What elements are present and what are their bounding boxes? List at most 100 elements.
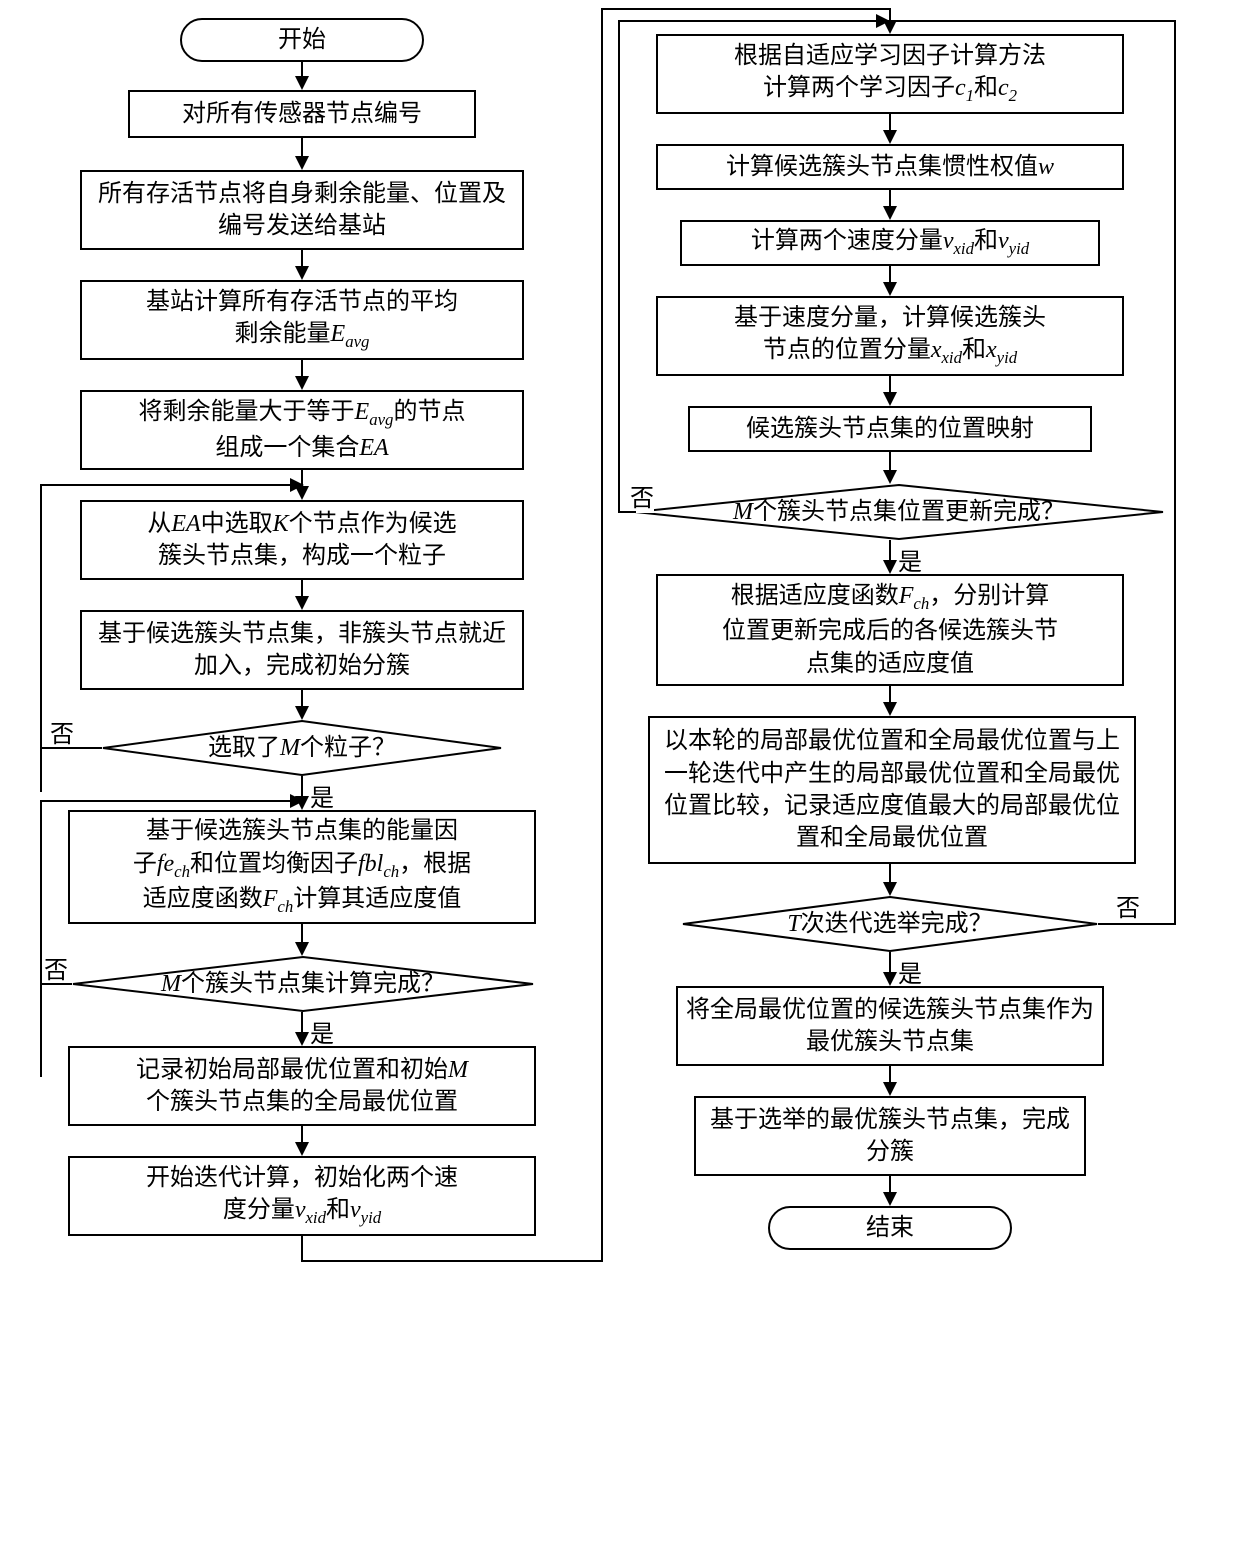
label: 基于选举的最优簇头节点集，完成分簇 bbox=[704, 1104, 1076, 1169]
label-start: 开始 bbox=[278, 24, 326, 56]
conn bbox=[40, 983, 72, 985]
conn bbox=[295, 76, 309, 90]
label: 候选簇头节点集的位置映射 bbox=[746, 413, 1034, 445]
label: 计算候选簇头节点集惯性权值w bbox=[726, 151, 1054, 183]
label: M个簇头节点集计算完成？ bbox=[131, 970, 475, 999]
process-r4: 基于速度分量，计算候选簇头节点的位置分量xxid和xyid bbox=[656, 296, 1124, 376]
decision-d3: M个簇头节点集位置更新完成？ bbox=[634, 484, 1164, 540]
conn bbox=[618, 511, 636, 513]
conn bbox=[40, 800, 42, 1077]
label: 对所有传感器节点编号 bbox=[182, 98, 422, 130]
label: 基于速度分量，计算候选簇头节点的位置分量xxid和xyid bbox=[734, 302, 1046, 370]
label: 以本轮的局部最优位置和全局最优位置与上一轮迭代中产生的局部最优位置和全局最优位置… bbox=[658, 725, 1126, 855]
label-no: 否 bbox=[1116, 888, 1140, 923]
conn bbox=[295, 1142, 309, 1156]
conn bbox=[295, 1032, 309, 1046]
conn bbox=[883, 1082, 897, 1096]
process-r7: 以本轮的局部最优位置和全局最优位置与上一轮迭代中产生的局部最优位置和全局最优位置… bbox=[648, 716, 1136, 864]
conn bbox=[889, 864, 891, 884]
label: 根据适应度函数Fch，分别计算位置更新完成后的各候选簇头节点集的适应度值 bbox=[722, 580, 1058, 680]
conn bbox=[601, 8, 891, 10]
conn bbox=[301, 1260, 601, 1262]
label: 记录初始局部最优位置和初始M个簇头节点集的全局最优位置 bbox=[136, 1054, 468, 1119]
label-end: 结束 bbox=[866, 1212, 914, 1244]
label: 所有存活节点将自身剩余能量、位置及编号发送给基站 bbox=[90, 178, 514, 243]
decision-d2: M个簇头节点集计算完成？ bbox=[72, 956, 534, 1012]
conn bbox=[1174, 20, 1176, 925]
conn bbox=[883, 206, 897, 220]
conn bbox=[295, 156, 309, 170]
conn bbox=[40, 484, 303, 486]
conn bbox=[290, 478, 304, 492]
process-n10: 开始迭代计算，初始化两个速度分量vxid和vyid bbox=[68, 1156, 536, 1236]
conn bbox=[295, 596, 309, 610]
label-yes: 是 bbox=[310, 778, 334, 813]
terminator-end: 结束 bbox=[768, 1206, 1012, 1250]
label-yes: 是 bbox=[310, 1014, 334, 1049]
label-no: 否 bbox=[44, 950, 68, 985]
process-n6: 从EA中选取K个节点作为候选簇头节点集，构成一个粒子 bbox=[80, 500, 524, 580]
conn bbox=[301, 1236, 303, 1260]
process-r3: 计算两个速度分量vxid和vyid bbox=[680, 220, 1100, 266]
conn bbox=[1098, 923, 1176, 925]
process-n5: 将剩余能量大于等于Eavg的节点组成一个集合EA bbox=[80, 390, 524, 470]
conn bbox=[301, 1012, 303, 1034]
process-r5: 候选簇头节点集的位置映射 bbox=[688, 406, 1092, 452]
conn bbox=[883, 470, 897, 484]
decision-d4: T次迭代选举完成？ bbox=[682, 896, 1098, 952]
conn bbox=[883, 560, 897, 574]
label: 开始迭代计算，初始化两个速度分量vxid和vyid bbox=[146, 1162, 458, 1230]
label: 从EA中选取K个节点作为候选簇头节点集，构成一个粒子 bbox=[147, 508, 456, 573]
process-n8: 基于候选簇头节点集的能量因子fech和位置均衡因子fblch，根据适应度函数Fc… bbox=[68, 810, 536, 924]
conn bbox=[883, 130, 897, 144]
conn bbox=[883, 882, 897, 896]
process-r8: 将全局最优位置的候选簇头节点集作为最优簇头节点集 bbox=[676, 986, 1104, 1066]
label: M个簇头节点集位置更新完成？ bbox=[703, 498, 1095, 527]
conn bbox=[40, 800, 303, 802]
conn bbox=[883, 1192, 897, 1206]
label: 计算两个速度分量vxid和vyid bbox=[751, 225, 1029, 260]
label-no: 否 bbox=[50, 714, 74, 749]
label: T次迭代选举完成？ bbox=[757, 910, 1022, 939]
conn bbox=[301, 924, 303, 944]
conn bbox=[876, 14, 890, 28]
process-n7: 基于候选簇头节点集，非簇头节点就近加入，完成初始分簇 bbox=[80, 610, 524, 690]
label-no: 否 bbox=[630, 478, 654, 513]
process-r9: 基于选举的最优簇头节点集，完成分簇 bbox=[694, 1096, 1086, 1176]
process-n3: 所有存活节点将自身剩余能量、位置及编号发送给基站 bbox=[80, 170, 524, 250]
label: 根据自适应学习因子计算方法计算两个学习因子c1和c2 bbox=[734, 40, 1046, 108]
label: 将剩余能量大于等于Eavg的节点组成一个集合EA bbox=[139, 396, 466, 464]
conn bbox=[295, 266, 309, 280]
label: 基于候选簇头节点集的能量因子fech和位置均衡因子fblch，根据适应度函数Fc… bbox=[133, 815, 471, 918]
conn bbox=[883, 702, 897, 716]
terminator-start: 开始 bbox=[180, 18, 424, 62]
label: 基于候选簇头节点集，非簇头节点就近加入，完成初始分簇 bbox=[90, 618, 514, 683]
conn bbox=[295, 376, 309, 390]
process-r2: 计算候选簇头节点集惯性权值w bbox=[656, 144, 1124, 190]
decision-d1: 选取了M个粒子？ bbox=[102, 720, 502, 776]
conn bbox=[889, 540, 891, 562]
process-r1: 根据自适应学习因子计算方法计算两个学习因子c1和c2 bbox=[656, 34, 1124, 114]
conn bbox=[618, 20, 879, 22]
conn bbox=[295, 942, 309, 956]
label: 基站计算所有存活节点的平均剩余能量Eavg bbox=[146, 286, 458, 354]
conn bbox=[601, 8, 603, 1262]
conn bbox=[883, 972, 897, 986]
conn bbox=[301, 138, 303, 158]
conn bbox=[890, 20, 1176, 22]
conn bbox=[883, 282, 897, 296]
conn bbox=[40, 747, 102, 749]
label-yes: 是 bbox=[898, 542, 922, 577]
conn bbox=[290, 794, 304, 808]
conn bbox=[889, 952, 891, 974]
label: 将全局最优位置的候选簇头节点集作为最优簇头节点集 bbox=[686, 994, 1094, 1059]
conn bbox=[618, 20, 620, 513]
process-n4: 基站计算所有存活节点的平均剩余能量Eavg bbox=[80, 280, 524, 360]
label: 选取了M个粒子？ bbox=[178, 734, 426, 763]
conn bbox=[883, 392, 897, 406]
conn bbox=[889, 452, 891, 472]
process-r6: 根据适应度函数Fch，分别计算位置更新完成后的各候选簇头节点集的适应度值 bbox=[656, 574, 1124, 686]
label-yes: 是 bbox=[898, 954, 922, 989]
process-n2: 对所有传感器节点编号 bbox=[128, 90, 476, 138]
conn bbox=[40, 484, 42, 792]
